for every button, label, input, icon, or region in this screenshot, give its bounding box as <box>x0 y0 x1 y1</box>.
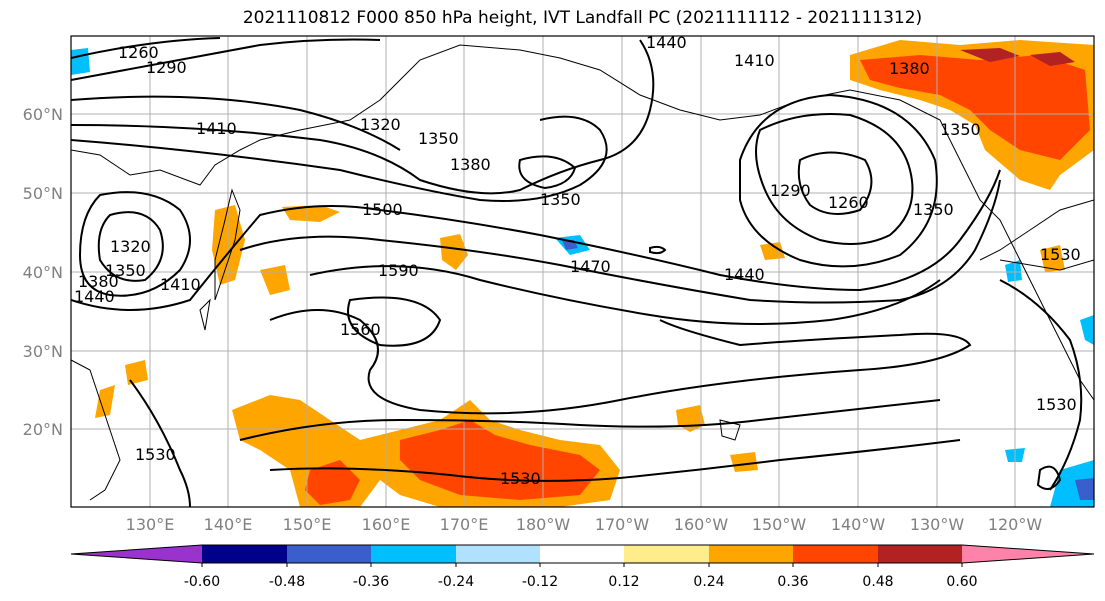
colorbar <box>70 544 1095 567</box>
contour-label: 1560 <box>340 320 381 339</box>
colorbar-segment <box>624 545 709 563</box>
colorbar-segment <box>878 545 962 563</box>
contour-label: 1380 <box>889 59 930 78</box>
lon-label: 130°W <box>910 515 965 534</box>
lon-label: 150°W <box>752 515 807 534</box>
contour-label: 1530 <box>500 469 541 488</box>
colorbar-segment <box>202 545 287 563</box>
height-contours <box>71 37 1083 507</box>
lon-label: 130°E <box>126 515 175 534</box>
lat-label: 60°N <box>23 105 63 124</box>
contour-label: 1350 <box>940 120 981 139</box>
lon-label: 140°E <box>204 515 253 534</box>
contour-label: 1320 <box>360 115 401 134</box>
contour-label: 1410 <box>196 119 237 138</box>
map-title: 2021110812 F000 850 hPa height, IVT Land… <box>242 8 923 28</box>
contour-label: 1260 <box>828 193 869 212</box>
contour-label: 1290 <box>770 181 811 200</box>
contour-label: 1290 <box>146 58 187 77</box>
lon-label: 140°W <box>831 515 886 534</box>
contour-label: 1410 <box>734 51 775 70</box>
lon-label: 170°W <box>595 515 650 534</box>
lon-labels: 130°E 140°E 150°E 160°E 170°E 180°W 170°… <box>126 515 1043 534</box>
colorbar-segment <box>456 545 540 563</box>
colorbar-tick-label: -0.36 <box>353 574 389 590</box>
colorbar-tick-label: 0.48 <box>862 574 893 590</box>
lon-label: 160°E <box>362 515 411 534</box>
colorbar-tick-label: 0.36 <box>777 574 808 590</box>
colorbar-segment <box>962 545 1094 563</box>
colorbar-tick-label: 0.24 <box>693 574 724 590</box>
lat-label: 40°N <box>23 263 63 282</box>
contour-label: 1440 <box>74 287 115 306</box>
colorbar-segment <box>709 545 793 563</box>
contour-label: 1470 <box>570 257 611 276</box>
contour-label: 1530 <box>1036 395 1077 414</box>
contour-label: 1260 <box>118 43 159 62</box>
contour-label: 1350 <box>105 261 146 280</box>
colorbar-segment <box>371 545 456 563</box>
contour-label: 1350 <box>418 129 459 148</box>
gridlines <box>71 36 1094 507</box>
colorbar-segment <box>793 545 878 563</box>
contour-label: 1320 <box>110 237 151 256</box>
lat-label: 20°N <box>23 420 63 439</box>
lon-label: 150°E <box>283 515 332 534</box>
colorbar-labels: -0.60 -0.48 -0.36 -0.24 -0.12 0.12 0.24 … <box>184 574 978 590</box>
contour-labels: 1260 1290 1440 1410 1380 1320 1350 1410 … <box>74 33 1081 488</box>
lon-label: 170°E <box>440 515 489 534</box>
colorbar-tick-label: 0.12 <box>608 574 639 590</box>
colorbar-tick-label: -0.60 <box>184 574 220 590</box>
contour-label: 1380 <box>450 155 491 174</box>
lon-label: 120°W <box>988 515 1043 534</box>
colorbar-tick-label: -0.24 <box>438 574 474 590</box>
colorbar-segment <box>287 545 371 563</box>
colorbar-segment <box>540 545 624 563</box>
contour-label: 1350 <box>540 190 581 209</box>
lat-label: 30°N <box>23 342 63 361</box>
map-border <box>70 35 1095 508</box>
contour-label: 1590 <box>378 261 419 280</box>
contour-label: 1350 <box>913 200 954 219</box>
contour-label: 1410 <box>160 275 201 294</box>
lon-label: 180°W <box>516 515 571 534</box>
colorbar-segment <box>71 545 202 563</box>
colorbar-tick-label: 0.60 <box>946 574 977 590</box>
contour-label: 1500 <box>362 200 403 219</box>
contour-label: 1530 <box>1040 245 1081 264</box>
lat-label: 50°N <box>23 184 63 203</box>
contour-label: 1530 <box>135 445 176 464</box>
lon-label: 160°W <box>674 515 729 534</box>
colorbar-tick-label: -0.48 <box>269 574 305 590</box>
colorbar-tick-label: -0.12 <box>522 574 558 590</box>
contour-label: 1440 <box>724 265 765 284</box>
contour-label: 1440 <box>646 33 687 52</box>
lat-labels: 60°N 50°N 40°N 30°N 20°N <box>23 105 63 439</box>
contour-label: 1380 <box>78 272 119 291</box>
